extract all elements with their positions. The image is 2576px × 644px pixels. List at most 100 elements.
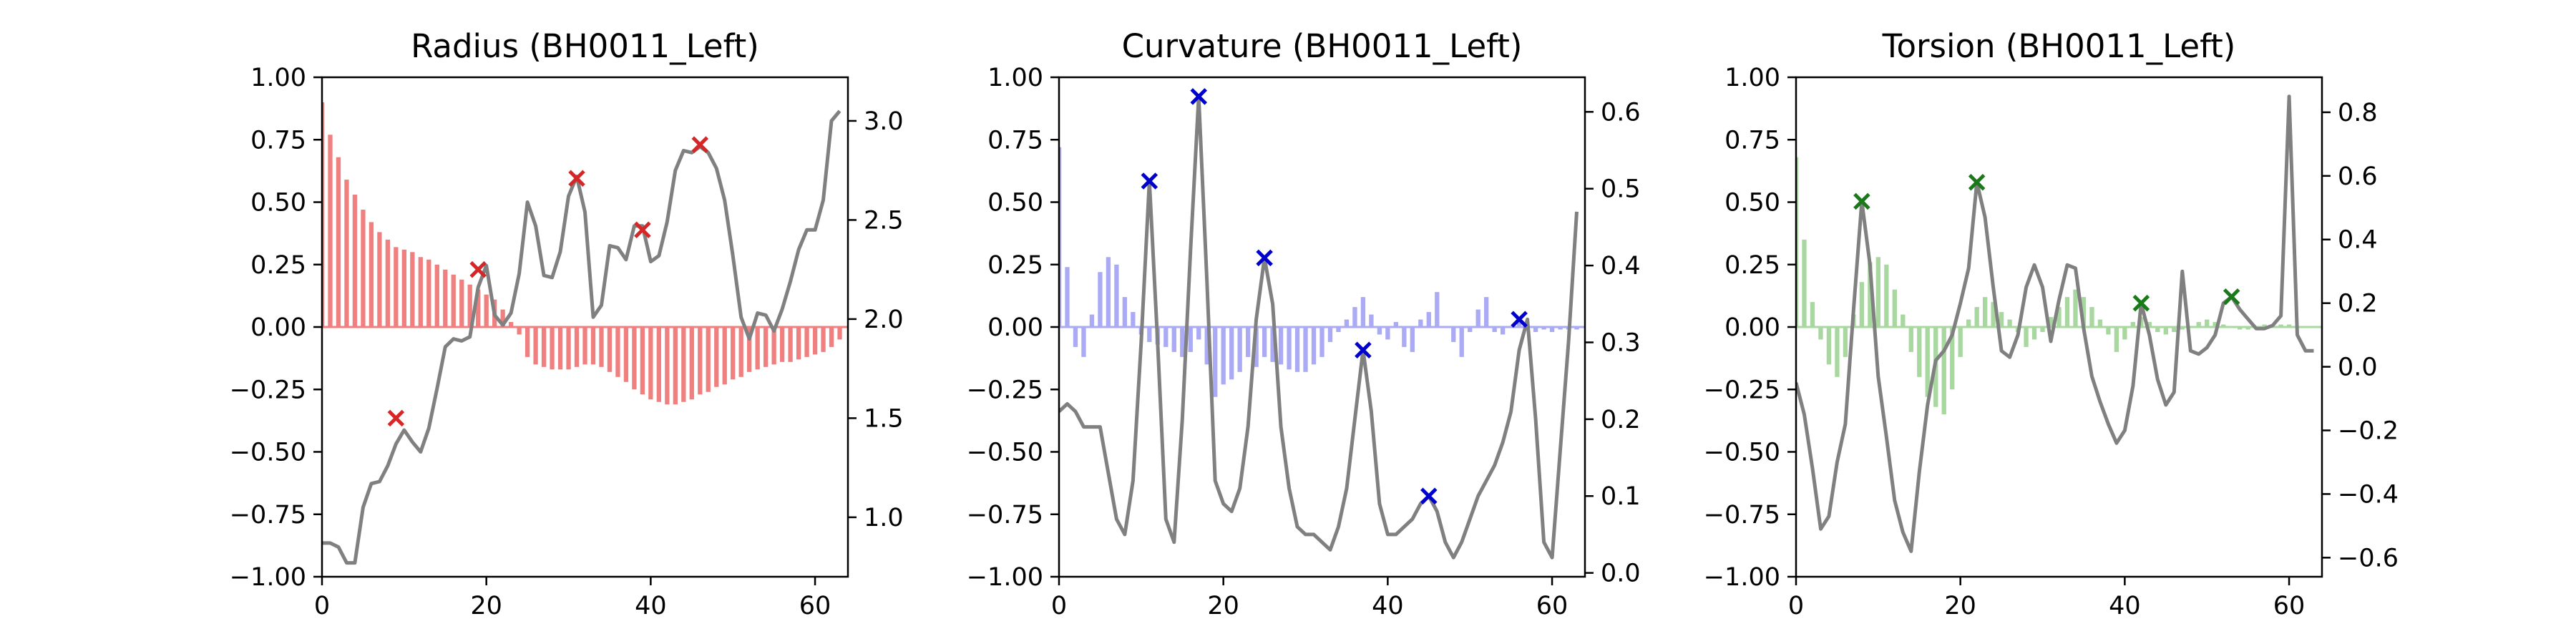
radius-x-tick-label: 0	[314, 592, 330, 620]
radius-bar	[632, 327, 637, 390]
torsion-bar	[1818, 327, 1823, 340]
radius-bar	[673, 327, 678, 405]
curvature-x-tick-label: 60	[1536, 592, 1568, 620]
radius-bar	[689, 327, 694, 400]
radius-bar	[788, 327, 793, 362]
curvature-peak-marker	[1355, 341, 1372, 358]
curvature-bar	[1065, 267, 1070, 327]
curvature-bar	[1089, 314, 1095, 327]
curvature-bar	[1213, 327, 1218, 397]
curvature-bar	[1237, 327, 1242, 372]
radius-bar	[771, 327, 776, 365]
radius-bar	[410, 252, 415, 327]
curvature-bar	[1393, 322, 1399, 327]
torsion-y-tick-label: −0.75	[1704, 501, 1780, 530]
curvature-y-tick-label: 0.75	[987, 126, 1043, 155]
torsion-y2-tick-label: 0.6	[2338, 162, 2378, 191]
curvature-title: Curvature (BH0011_Left)	[1122, 27, 1523, 65]
torsion-bar	[2057, 307, 2062, 327]
radius-bar	[557, 327, 563, 370]
curvature-bar	[1451, 327, 1456, 342]
curvature-bar	[1098, 272, 1103, 327]
curvature-bar	[1410, 327, 1415, 352]
radius-bar	[615, 327, 620, 377]
radius-bar	[322, 102, 325, 327]
radius-bar	[476, 289, 481, 327]
radius-bar	[352, 195, 358, 327]
radius-bar	[714, 327, 719, 387]
curvature-y2-tick-label: 0.4	[1601, 252, 1641, 280]
torsion-bar	[2147, 322, 2152, 327]
radius-y-tick-label: 0.75	[250, 126, 306, 155]
curvature-bar	[1059, 147, 1062, 327]
radius-bar	[747, 327, 752, 372]
radius-bar	[731, 327, 736, 380]
torsion-bar	[2139, 317, 2144, 327]
curvature-bar	[1484, 297, 1489, 327]
torsion-bar	[2155, 327, 2160, 332]
radius-peak-marker	[634, 221, 651, 239]
torsion-y-tick-label: 0.50	[1724, 189, 1780, 218]
radius-bar	[837, 327, 842, 340]
curvature-bar	[1360, 297, 1366, 327]
torsion-bar	[2024, 327, 2029, 347]
radius-peak-marker	[469, 260, 487, 278]
torsion-y-tick-label: −0.25	[1704, 376, 1780, 404]
curvature-bar	[1558, 327, 1563, 330]
curvature-bar	[1254, 327, 1259, 367]
curvature-bar	[1196, 327, 1201, 340]
curvature-series-line	[1059, 94, 1579, 560]
curvature-x-tick-label: 0	[1051, 592, 1067, 620]
torsion-y2-tick-label: −0.6	[2338, 544, 2399, 572]
radius-bar	[763, 327, 769, 367]
torsion-bar	[2040, 327, 2045, 332]
torsion-bar	[2114, 327, 2119, 352]
curvature-bar	[1131, 312, 1136, 327]
torsion-chart: Torsion (BH0011_Left) 0 20 40 60 −1.00 −0.75 −0…	[1704, 27, 2399, 620]
curvature-y-tick-label: −0.25	[967, 376, 1043, 404]
torsion-y2-tick-label: −0.4	[2338, 480, 2399, 509]
curvature-bar	[1344, 319, 1350, 327]
torsion-bar	[1892, 289, 1897, 327]
curvature-peak-marker	[1190, 88, 1208, 105]
torsion-bar	[2007, 319, 2012, 327]
radius-y2-tick-label: 3.0	[864, 107, 904, 136]
curvature-bar	[1468, 327, 1473, 332]
curvature-bar	[1369, 314, 1374, 327]
curvature-bar	[1311, 327, 1317, 365]
torsion-y2-tick-label: 0.8	[2338, 99, 2378, 127]
radius-bar	[541, 327, 547, 367]
radius-y-tick-label: 0.25	[250, 251, 306, 280]
curvature-bar	[1188, 327, 1193, 352]
torsion-bar	[1966, 319, 1971, 327]
radius-bar	[517, 327, 522, 335]
curvature-bar	[1541, 327, 1546, 330]
curvature-y-tick-label: 1.00	[987, 64, 1043, 92]
torsion-bar	[2130, 322, 2136, 327]
radius-peak-marker	[568, 170, 585, 187]
torsion-bar	[1826, 327, 1832, 365]
curvature-y-tick-label: 0.25	[987, 251, 1043, 280]
torsion-bar	[1884, 264, 1889, 327]
radius-bar	[574, 327, 580, 367]
torsion-bar	[2089, 307, 2094, 327]
torsion-bar	[2073, 289, 2078, 327]
torsion-bar	[1982, 297, 1988, 327]
torsion-title: Torsion (BH0011_Left)	[1882, 27, 2236, 65]
curvature-bar	[1163, 327, 1169, 347]
curvature-bar	[1171, 327, 1176, 352]
radius-bar	[796, 327, 801, 360]
curvature-bar	[1549, 327, 1555, 332]
curvature-bar	[1303, 327, 1308, 372]
curvature-bar	[1245, 327, 1251, 357]
curvature-y-tick-label: −1.00	[967, 563, 1043, 592]
curvature-y-tick-label: −0.75	[967, 501, 1043, 530]
radius-bar	[755, 327, 760, 370]
torsion-x-tick-label: 0	[1788, 592, 1804, 620]
torsion-peak-marker	[1968, 173, 1986, 191]
torsion-series-line	[1796, 94, 2314, 553]
torsion-bar	[2122, 327, 2127, 340]
curvature-plot-area	[1059, 88, 1585, 560]
radius-y-tick-label: −0.25	[230, 376, 306, 404]
torsion-y-tick-label: 0.75	[1724, 126, 1780, 155]
